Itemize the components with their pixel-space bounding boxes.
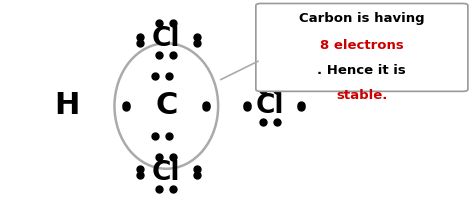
Text: Cl: Cl [152,26,181,52]
Text: stable.: stable. [336,89,388,102]
Text: 8 electrons: 8 electrons [320,39,404,52]
Text: . Hence it is: . Hence it is [318,64,406,77]
FancyBboxPatch shape [256,3,468,91]
Text: H: H [55,92,80,120]
Text: Cl: Cl [152,160,181,186]
Text: Carbon is having: Carbon is having [299,12,425,25]
Text: Cl: Cl [256,93,284,119]
Text: C: C [155,92,177,120]
